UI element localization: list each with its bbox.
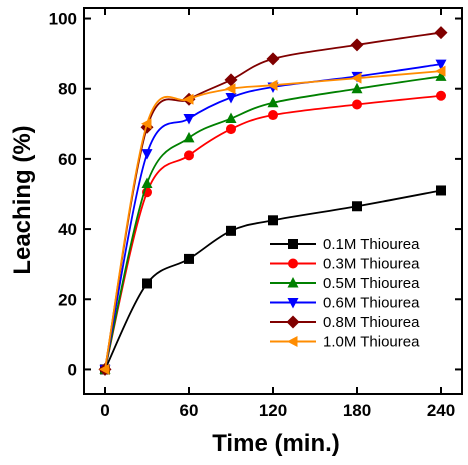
legend-label: 0.5M Thiourea bbox=[323, 275, 420, 292]
legend-item: 0.8M Thiourea bbox=[270, 314, 420, 331]
plot-area bbox=[98, 26, 448, 376]
y-tick-label: 20 bbox=[58, 290, 77, 309]
data-point bbox=[225, 83, 236, 95]
data-point bbox=[435, 65, 446, 77]
data-point bbox=[141, 177, 153, 188]
legend-item: 0.3M Thiourea bbox=[270, 256, 420, 273]
series-5 bbox=[99, 65, 446, 375]
y-tick-label: 80 bbox=[58, 80, 77, 99]
legend: 0.1M Thiourea 0.3M Thiourea 0.5M Thiourea 0… bbox=[270, 236, 420, 351]
y-axis-title: Leaching (%) bbox=[9, 125, 36, 274]
data-point bbox=[435, 59, 447, 71]
data-point bbox=[436, 90, 446, 101]
x-tick-label: 240 bbox=[427, 401, 455, 420]
data-point bbox=[142, 278, 152, 289]
data-point bbox=[183, 93, 194, 105]
legend-label: 0.6M Thiourea bbox=[323, 295, 420, 312]
y-tick-label: 100 bbox=[49, 10, 77, 29]
legend-item: 0.6M Thiourea bbox=[270, 295, 420, 312]
legend-marker bbox=[288, 239, 298, 249]
legend-label: 0.1M Thiourea bbox=[323, 236, 420, 253]
data-point bbox=[183, 131, 195, 143]
data-point bbox=[224, 73, 238, 87]
data-point bbox=[352, 201, 362, 212]
data-point bbox=[436, 185, 446, 196]
legend-label: 0.3M Thiourea bbox=[323, 256, 420, 273]
x-tick-label: 0 bbox=[100, 401, 109, 420]
data-point bbox=[226, 225, 236, 236]
legend-label: 0.8M Thiourea bbox=[323, 314, 420, 331]
legend-label: 1.0M Thiourea bbox=[323, 334, 420, 351]
data-point bbox=[99, 363, 110, 375]
y-tick-label: 0 bbox=[68, 360, 77, 379]
data-point bbox=[268, 110, 278, 121]
data-point bbox=[351, 82, 363, 94]
legend-item: 1.0M Thiourea bbox=[270, 334, 420, 351]
data-point bbox=[266, 52, 280, 66]
y-tick-label: 60 bbox=[58, 150, 77, 169]
legend-item: 0.1M Thiourea bbox=[270, 236, 420, 253]
data-point bbox=[141, 149, 153, 160]
data-point bbox=[226, 124, 236, 135]
y-tick-label: 40 bbox=[58, 220, 77, 239]
data-point bbox=[183, 114, 195, 125]
data-point bbox=[435, 70, 447, 81]
legend-marker bbox=[288, 258, 298, 269]
x-tick-label: 180 bbox=[343, 401, 371, 420]
data-point bbox=[184, 253, 194, 264]
data-point bbox=[434, 26, 448, 40]
data-point bbox=[268, 215, 278, 226]
legend-item: 0.5M Thiourea bbox=[270, 275, 420, 292]
data-point bbox=[267, 79, 278, 91]
data-point bbox=[141, 118, 152, 130]
series-1 bbox=[100, 90, 446, 375]
data-point bbox=[350, 38, 364, 52]
x-tick-label: 120 bbox=[259, 401, 287, 420]
x-axis-title: Time (min.) bbox=[212, 430, 340, 457]
data-point bbox=[225, 92, 237, 104]
legend-marker bbox=[287, 298, 299, 309]
legend-marker bbox=[286, 315, 300, 329]
legend-marker bbox=[287, 336, 298, 347]
data-point bbox=[267, 96, 279, 108]
data-point bbox=[225, 112, 237, 124]
data-point bbox=[351, 72, 362, 84]
x-tick-label: 60 bbox=[180, 401, 199, 420]
axes: 0 60 120 180 240 0 20 40 60 80 100 bbox=[49, 8, 462, 420]
legend-marker bbox=[287, 277, 299, 288]
data-point bbox=[352, 99, 362, 110]
data-point bbox=[184, 150, 194, 161]
